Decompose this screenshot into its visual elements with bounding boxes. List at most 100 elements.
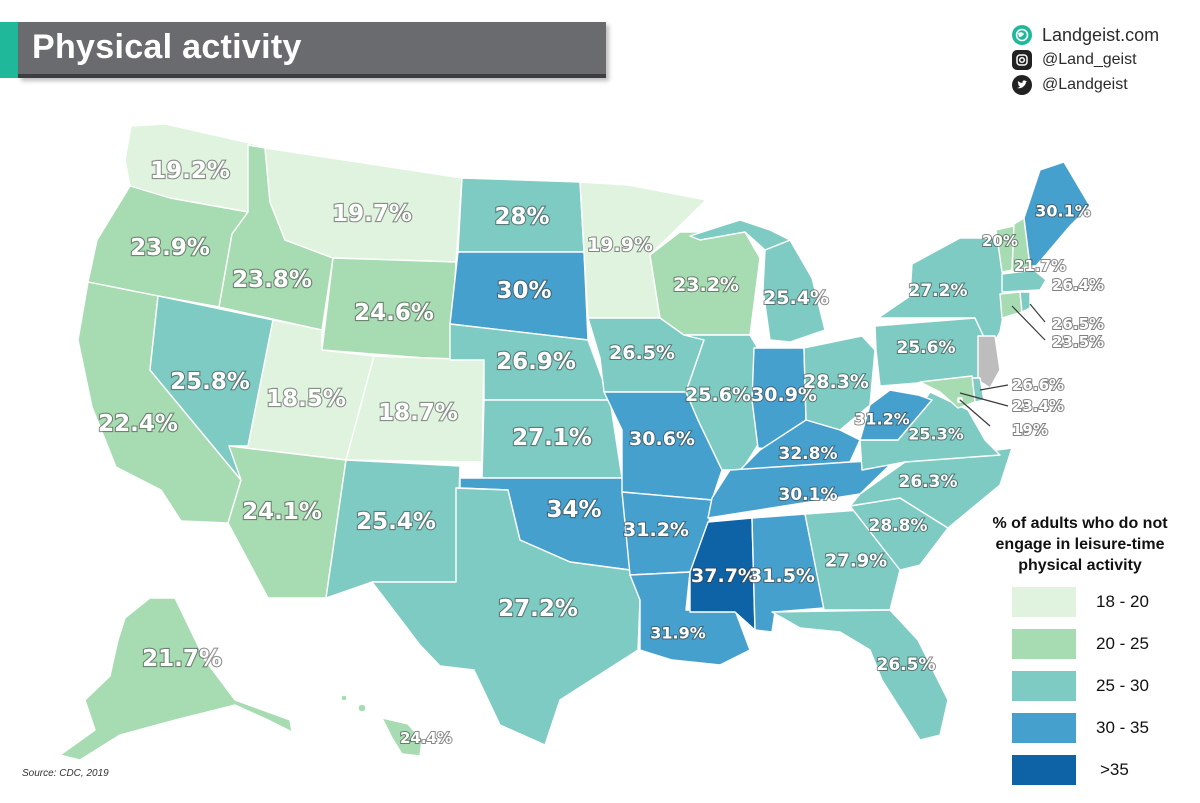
twitter-icon xyxy=(1012,75,1032,95)
legend-title: % of adults who do not engage in leisure… xyxy=(962,513,1198,576)
state-label-in: 30.9% xyxy=(751,384,817,406)
state-label-ky: 32.8% xyxy=(779,444,838,464)
legend-swatch xyxy=(1012,671,1076,701)
state-label-ok: 34% xyxy=(546,497,601,523)
state-label-tx: 27.2% xyxy=(498,596,578,622)
state-label-ut: 18.5% xyxy=(266,386,346,412)
brand-instagram: @Land_geist xyxy=(1042,51,1137,68)
state-label-mt: 19.7% xyxy=(332,201,412,227)
state-label-hi: 24.4% xyxy=(400,729,452,747)
brand-twitter-row: @Landgeist xyxy=(1012,73,1128,97)
state-label-wy: 24.6% xyxy=(354,300,434,326)
state-label-wa: 19.2% xyxy=(150,158,230,184)
state-label-ne: 26.9% xyxy=(496,349,576,375)
state-label-sd: 30% xyxy=(496,278,551,304)
state-label-va: 25.3% xyxy=(908,425,964,444)
state-label-co: 18.7% xyxy=(378,400,458,426)
state-label-nm: 25.4% xyxy=(356,509,436,535)
state-label-dc: 19% xyxy=(1012,421,1048,439)
page-title: Physical activity xyxy=(32,28,302,66)
state-label-mo: 30.6% xyxy=(629,428,695,450)
legend-label: 25 - 30 xyxy=(1096,676,1149,695)
state-me xyxy=(1023,161,1091,267)
state-label-ct: 23.5% xyxy=(1052,333,1104,351)
globe-icon xyxy=(1012,25,1032,45)
legend-label: 20 - 25 xyxy=(1096,634,1149,653)
state-label-mi: 25.4% xyxy=(763,287,829,309)
brand-site: Landgeist.com xyxy=(1042,24,1160,45)
state-label-nc: 26.3% xyxy=(899,472,958,492)
legend-title-line: physical activity xyxy=(1018,557,1142,574)
state-tx xyxy=(371,487,641,746)
legend-swatch xyxy=(1012,713,1076,743)
state-label-ia: 26.5% xyxy=(609,342,675,364)
title-banner: Physical activity xyxy=(0,22,606,78)
leader-line xyxy=(979,384,1009,391)
state-label-oh: 28.3% xyxy=(803,371,869,393)
legend-swatch xyxy=(1012,587,1076,617)
brand-instagram-row: @Land_geist xyxy=(1012,48,1137,72)
legend-item: 30 - 35 xyxy=(1012,713,1192,743)
leader-line xyxy=(1029,303,1046,323)
state-label-or: 23.9% xyxy=(130,235,210,261)
state-ma xyxy=(1001,269,1047,293)
state-label-ny: 27.2% xyxy=(909,281,968,301)
state-label-wi: 23.2% xyxy=(673,274,739,296)
instagram-icon xyxy=(1012,50,1032,70)
legend-swatch xyxy=(1012,755,1076,785)
legend-title-line: engage in leisure-time xyxy=(995,536,1165,553)
state-label-fl: 26.5% xyxy=(877,655,936,675)
leader-line xyxy=(959,392,1009,407)
legend-label: >35 xyxy=(1100,760,1129,779)
state-label-az: 24.1% xyxy=(242,499,322,525)
state-label-nd: 28% xyxy=(494,204,549,230)
brand-site-row: Landgeist.com xyxy=(1012,23,1159,47)
state-mi xyxy=(762,239,826,343)
state-ak xyxy=(59,597,293,761)
leader-line xyxy=(959,399,991,427)
state-label-mn: 19.9% xyxy=(587,234,653,256)
state-label-me: 30.1% xyxy=(1035,202,1091,221)
state-label-nh: 21.7% xyxy=(1014,257,1066,275)
state-label-il: 25.6% xyxy=(685,384,751,406)
state-ri xyxy=(1019,291,1031,313)
state-la xyxy=(629,571,751,666)
state-label-wv: 31.2% xyxy=(854,410,910,429)
state-hi-island xyxy=(357,703,367,713)
state-label-vt: 20% xyxy=(982,232,1018,250)
state-label-ks: 27.1% xyxy=(512,425,592,451)
legend-swatch xyxy=(1012,629,1076,659)
legend-item: 18 - 20 xyxy=(1012,587,1192,617)
state-wv xyxy=(859,389,933,441)
state-label-ri: 26.5% xyxy=(1052,315,1104,333)
legend-item: 20 - 25 xyxy=(1012,629,1192,659)
state-label-ms: 37.7% xyxy=(691,565,757,587)
source-note: Source: CDC, 2019 xyxy=(22,768,109,779)
state-ct xyxy=(999,291,1023,319)
state-label-ma: 26.4% xyxy=(1052,276,1104,294)
state-label-la: 31.9% xyxy=(650,624,706,643)
state-label-nv: 25.8% xyxy=(170,369,250,395)
legend-label: 30 - 35 xyxy=(1096,718,1149,737)
state-label-al: 31.5% xyxy=(749,565,815,587)
state-label-ga: 27.9% xyxy=(825,551,887,572)
state-nj xyxy=(977,335,1001,389)
state-hi-island xyxy=(340,694,348,702)
legend-item: >35 xyxy=(1012,755,1192,785)
leader-line xyxy=(1011,305,1046,341)
state-label-ca: 22.4% xyxy=(98,411,178,437)
legend-title-line: % of adults who do not xyxy=(992,515,1168,532)
state-mi-upper xyxy=(689,219,791,251)
state-fl xyxy=(771,609,949,741)
state-label-pa: 25.6% xyxy=(897,338,956,358)
leader-lines xyxy=(959,303,1046,427)
brand-twitter: @Landgeist xyxy=(1042,76,1128,93)
state-label-sc: 28.8% xyxy=(869,516,928,536)
state-label-tn: 30.1% xyxy=(779,485,838,505)
state-wi xyxy=(649,231,761,336)
state-label-id: 23.8% xyxy=(232,267,312,293)
state-label-de: 26.6% xyxy=(1012,376,1064,394)
legend-label: 18 - 20 xyxy=(1096,592,1149,611)
state-label-ak: 21.7% xyxy=(142,646,222,672)
